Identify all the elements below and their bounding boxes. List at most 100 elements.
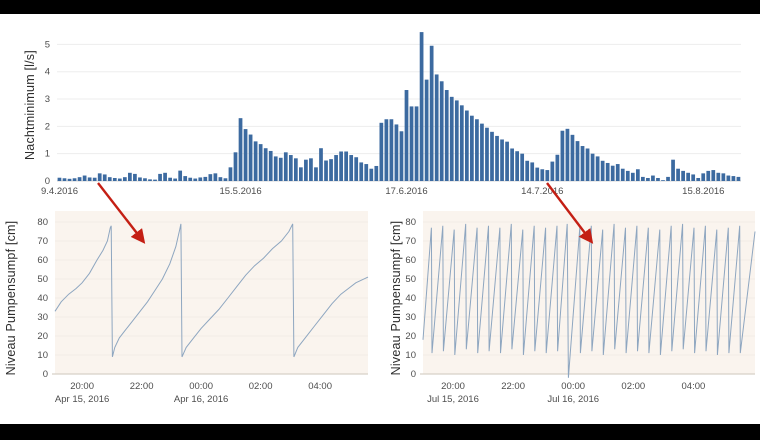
y-tick-label: 20 bbox=[37, 331, 48, 342]
bar bbox=[273, 156, 278, 181]
bar bbox=[414, 106, 419, 181]
bar bbox=[309, 158, 313, 181]
bar bbox=[434, 74, 439, 181]
bar bbox=[691, 174, 696, 181]
bar bbox=[288, 155, 293, 181]
y-tick-label: 1 bbox=[45, 149, 50, 160]
bar bbox=[666, 176, 670, 181]
bar bbox=[444, 90, 449, 181]
bar bbox=[359, 162, 364, 181]
bar bbox=[208, 174, 213, 181]
x-tick-label: 00:00 bbox=[189, 381, 213, 392]
bar bbox=[168, 177, 172, 181]
bar bbox=[701, 173, 706, 181]
bar bbox=[656, 177, 660, 181]
bar bbox=[419, 32, 424, 181]
bar bbox=[339, 151, 343, 181]
bar bbox=[349, 155, 354, 181]
bar bbox=[505, 141, 509, 181]
bar bbox=[183, 176, 188, 181]
bar bbox=[87, 177, 92, 181]
bar bbox=[394, 124, 399, 181]
bar bbox=[721, 173, 726, 181]
bar bbox=[630, 172, 635, 181]
bar bbox=[228, 167, 233, 181]
bar bbox=[117, 178, 122, 181]
bar bbox=[133, 173, 137, 181]
bar bbox=[248, 134, 253, 181]
date-label: Jul 15, 2016 bbox=[427, 394, 479, 405]
y-tick-label: 10 bbox=[405, 350, 416, 361]
bar bbox=[585, 148, 590, 181]
bar bbox=[610, 165, 615, 181]
bottom-left-line-chart: 0 10 20 30 40 50 60 70 80 20:00 22:00 00:00 02:00 04:… bbox=[37, 211, 369, 405]
bar bbox=[364, 164, 369, 181]
bar bbox=[67, 178, 72, 181]
bar bbox=[615, 164, 620, 181]
bar bbox=[213, 173, 218, 181]
y-tick-label: 2 bbox=[45, 121, 50, 132]
bottom-right-line-chart: 0 10 20 30 40 50 60 70 80 20:00 22:00 00:00 02:00 04:… bbox=[405, 211, 756, 405]
bar bbox=[635, 169, 640, 181]
y-tick-label: 20 bbox=[405, 331, 416, 342]
bar bbox=[354, 157, 359, 181]
bar bbox=[112, 177, 117, 181]
x-tick-label: 02:00 bbox=[249, 381, 273, 392]
plot-bg bbox=[55, 211, 368, 374]
bar bbox=[605, 162, 610, 181]
x-tick-label: 02:00 bbox=[621, 381, 645, 392]
bar bbox=[454, 100, 459, 181]
bar bbox=[233, 152, 238, 181]
bar bbox=[641, 176, 645, 181]
bar bbox=[253, 141, 258, 181]
bar bbox=[223, 178, 228, 181]
letterbox-top bbox=[0, 0, 760, 14]
bar bbox=[77, 177, 82, 182]
bar bbox=[646, 177, 650, 181]
bar bbox=[686, 172, 691, 181]
bar bbox=[203, 176, 208, 181]
bar bbox=[429, 45, 434, 181]
bar bbox=[122, 177, 127, 182]
bar bbox=[97, 173, 102, 181]
bar bbox=[681, 170, 685, 181]
bar bbox=[344, 151, 349, 181]
series-line bbox=[422, 223, 756, 378]
bar bbox=[696, 177, 701, 181]
bar bbox=[520, 153, 525, 181]
bar bbox=[404, 90, 409, 181]
bar bbox=[676, 168, 680, 181]
bar bbox=[500, 139, 504, 181]
top-bar-chart: 0 1 2 3 4 5 9.4.2016 15.5.2016 17.6.2016 14.7.201… bbox=[41, 32, 741, 197]
bar bbox=[374, 165, 379, 181]
y-tick-label: 30 bbox=[37, 312, 48, 323]
bar bbox=[600, 160, 605, 181]
bar bbox=[525, 160, 530, 181]
y-tick-label: 0 bbox=[411, 369, 416, 380]
bar bbox=[399, 131, 404, 182]
y-tick-label: 30 bbox=[405, 312, 416, 323]
bar bbox=[369, 168, 374, 181]
bar bbox=[238, 118, 243, 181]
bar bbox=[595, 156, 600, 181]
bar bbox=[329, 159, 333, 181]
bar bbox=[218, 177, 223, 182]
bar bbox=[449, 96, 454, 181]
bar bbox=[158, 173, 162, 181]
chart-canvas: Nachtminimum [l/s] 0 1 2 3 4 5 9.4.2016 15.5.20… bbox=[0, 14, 760, 424]
bar bbox=[711, 170, 716, 181]
bar bbox=[439, 81, 444, 181]
bar bbox=[188, 177, 193, 181]
bar bbox=[620, 168, 625, 181]
x-tick-label: 17.6.2016 bbox=[385, 186, 427, 197]
bar bbox=[580, 146, 585, 181]
x-tick-label: 22:00 bbox=[501, 381, 525, 392]
bar bbox=[480, 123, 484, 182]
y-tick-label: 40 bbox=[405, 293, 416, 304]
y-tick-label: 0 bbox=[43, 369, 48, 380]
x-tick-label: 04:00 bbox=[308, 381, 332, 392]
bar bbox=[319, 148, 323, 181]
bar bbox=[92, 177, 97, 181]
bar bbox=[716, 172, 721, 181]
